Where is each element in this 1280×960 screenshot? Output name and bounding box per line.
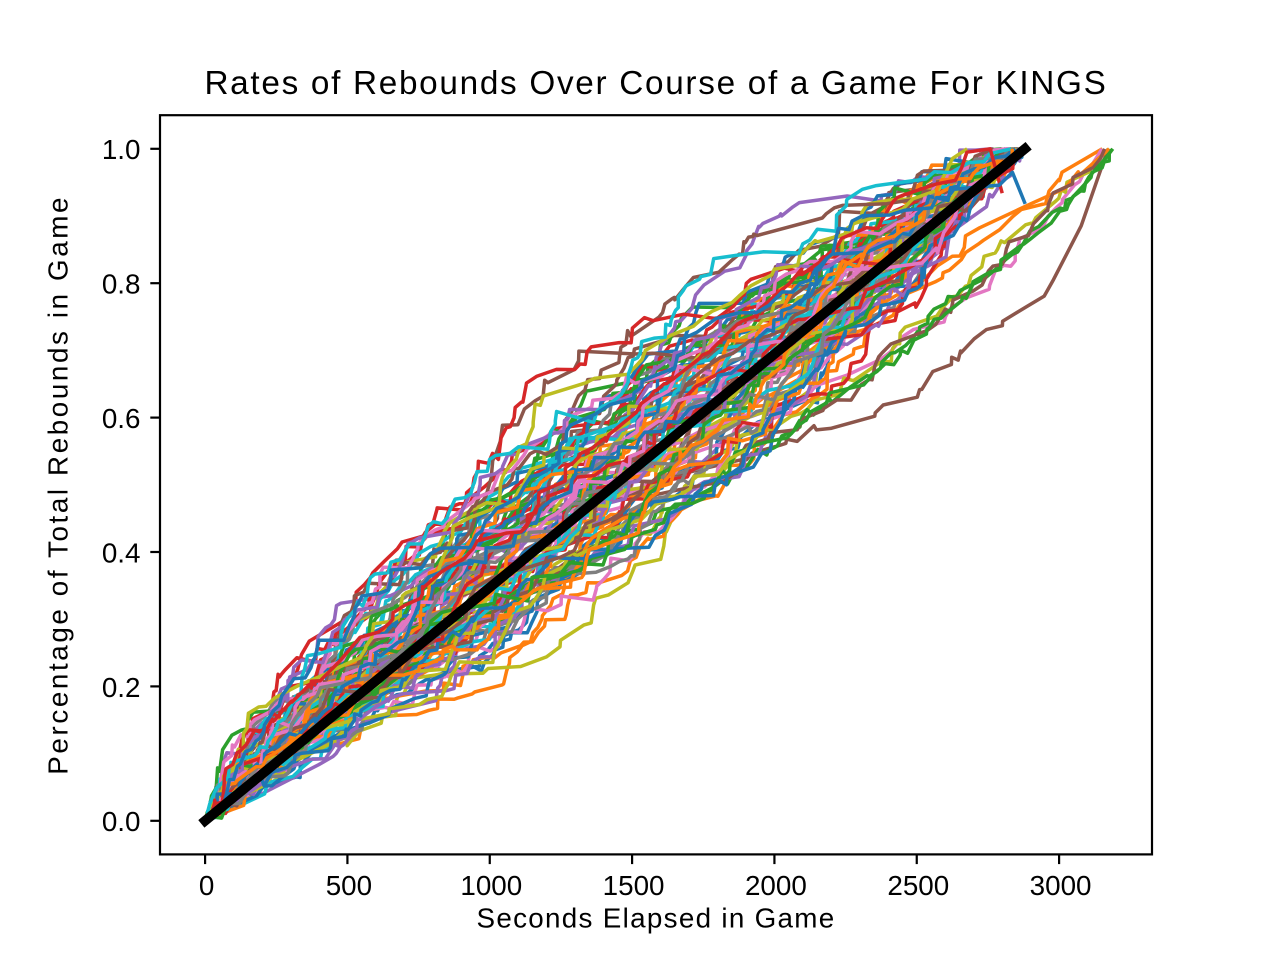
svg-text:Rates of Rebounds Over Course: Rates of Rebounds Over Course of a Game …	[204, 65, 1107, 102]
svg-text:1500: 1500	[603, 870, 665, 901]
svg-text:2000: 2000	[745, 870, 807, 901]
svg-text:0: 0	[199, 870, 214, 901]
svg-text:1000: 1000	[460, 870, 522, 901]
svg-text:Percentage of Total Rebounds i: Percentage of Total Rebounds in Game	[43, 195, 74, 775]
svg-text:0.4: 0.4	[102, 537, 141, 568]
svg-text:3000: 3000	[1030, 870, 1092, 901]
svg-text:2500: 2500	[887, 870, 949, 901]
svg-text:0.6: 0.6	[102, 403, 141, 434]
svg-text:0.0: 0.0	[102, 806, 141, 837]
svg-text:500: 500	[326, 870, 372, 901]
svg-text:0.8: 0.8	[102, 269, 141, 300]
svg-text:1.0: 1.0	[102, 134, 141, 165]
svg-text:Seconds Elapsed in Game: Seconds Elapsed in Game	[476, 903, 835, 934]
svg-text:0.2: 0.2	[102, 672, 141, 703]
